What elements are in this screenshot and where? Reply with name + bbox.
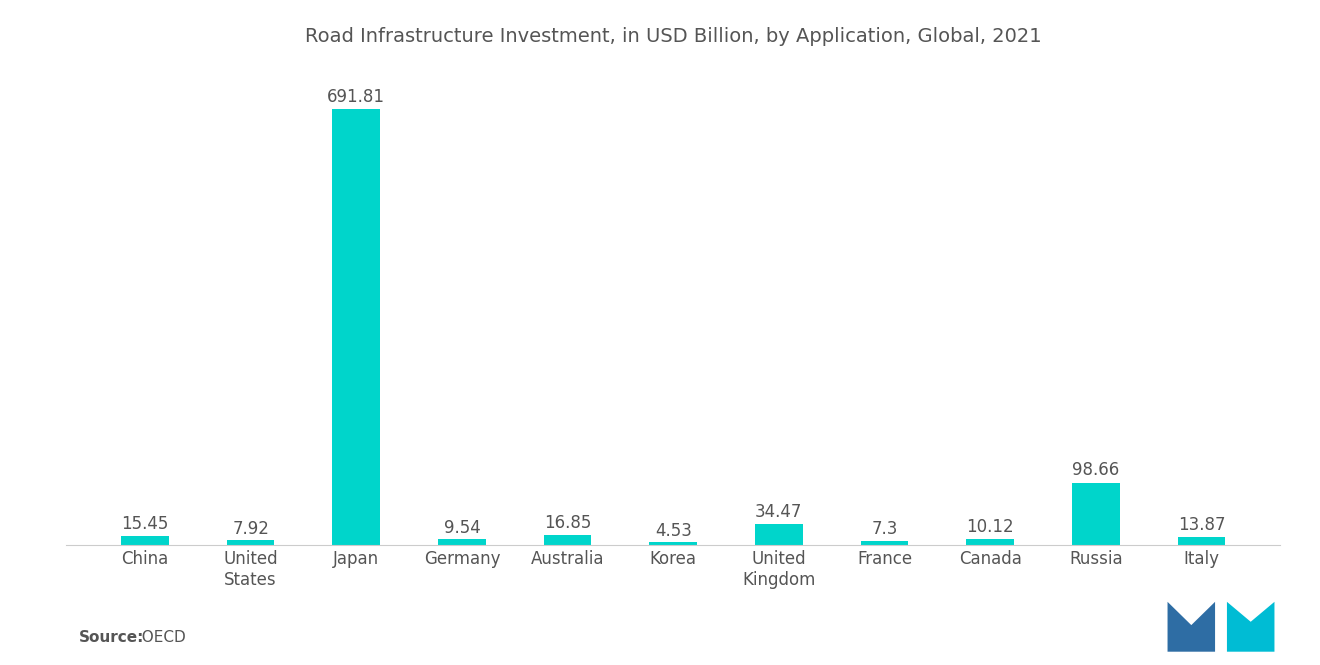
Text: 15.45: 15.45 xyxy=(121,515,169,533)
Title: Road Infrastructure Investment, in USD Billion, by Application, Global, 2021: Road Infrastructure Investment, in USD B… xyxy=(305,27,1041,45)
Text: 7.3: 7.3 xyxy=(871,520,898,538)
Bar xyxy=(121,535,169,545)
Bar xyxy=(438,539,486,545)
Text: 691.81: 691.81 xyxy=(327,88,385,106)
Text: 7.92: 7.92 xyxy=(232,520,269,538)
Text: Source:: Source: xyxy=(79,630,145,645)
Text: 4.53: 4.53 xyxy=(655,522,692,540)
Polygon shape xyxy=(1167,602,1214,652)
Bar xyxy=(544,535,591,545)
Bar xyxy=(755,523,803,545)
Text: 34.47: 34.47 xyxy=(755,503,803,521)
Text: 10.12: 10.12 xyxy=(966,519,1014,537)
Bar xyxy=(1072,483,1119,545)
Text: OECD: OECD xyxy=(132,630,186,645)
Text: 16.85: 16.85 xyxy=(544,514,591,532)
Bar xyxy=(227,540,275,545)
Polygon shape xyxy=(1226,602,1274,652)
Bar xyxy=(333,110,380,545)
Text: 98.66: 98.66 xyxy=(1072,462,1119,479)
Bar xyxy=(1177,537,1225,545)
Bar xyxy=(649,543,697,545)
Text: 9.54: 9.54 xyxy=(444,519,480,537)
Bar xyxy=(966,539,1014,545)
Bar xyxy=(861,541,908,545)
Text: 13.87: 13.87 xyxy=(1177,516,1225,534)
